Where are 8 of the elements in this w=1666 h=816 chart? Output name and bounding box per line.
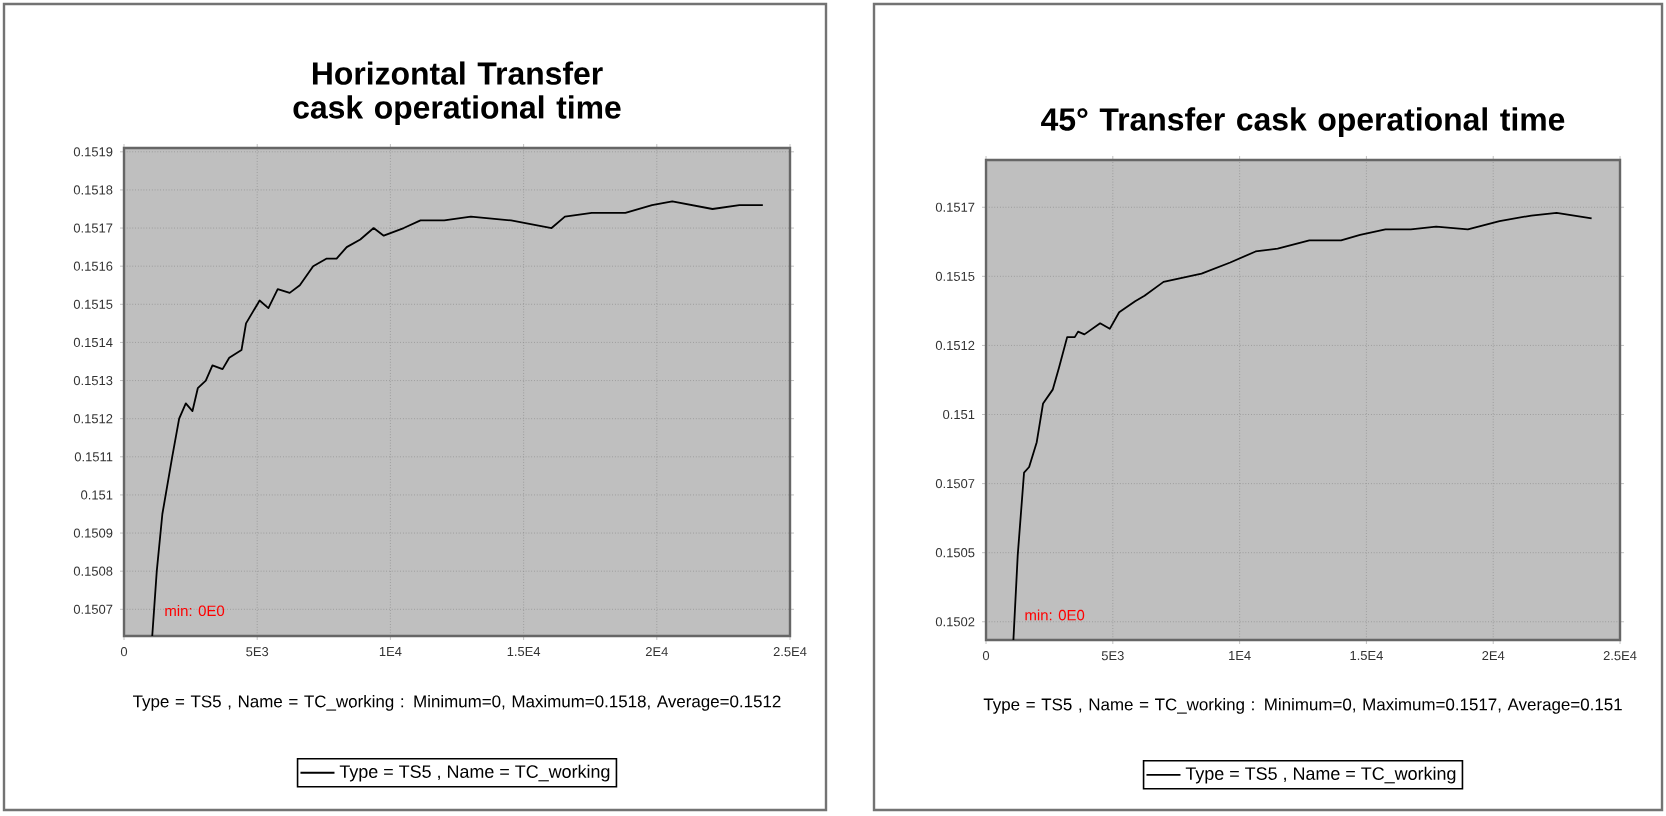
legend-label: Type = TS5 , Name = TC_working [1185,766,1456,784]
chart-title: Horizontal Transfer cask operational time [293,61,621,125]
text: Type = TS5 , Name = TC_working : Minimum=0, Maximum=0.1518, Average=0.1512 [133,694,781,711]
text: Type = TS5 , Name = TC_working : Minimum=0, Maximum=0.1517, Average=0.151 [983,697,1622,714]
line-series [1012,211,1593,640]
legend-label: Type = TS5 , Name = TC_working [339,764,610,782]
line-series [151,200,764,636]
chart-title: 45° Transfer cask operational time [1041,107,1565,138]
